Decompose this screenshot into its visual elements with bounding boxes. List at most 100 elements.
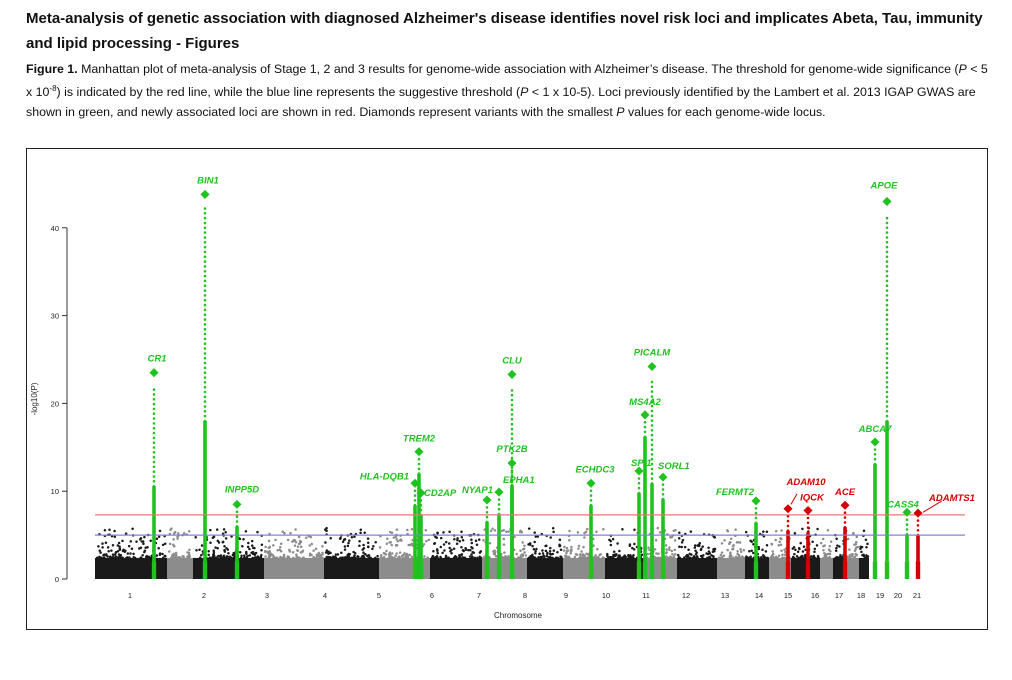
snp-point xyxy=(674,553,677,556)
snp-point xyxy=(390,556,394,560)
snp-point xyxy=(752,551,755,555)
locus-point xyxy=(203,226,207,230)
snp-point xyxy=(217,541,221,544)
locus-point xyxy=(203,390,207,394)
snp-point xyxy=(145,554,149,558)
snp-point xyxy=(155,537,159,540)
locus-point xyxy=(203,274,207,278)
snp-point xyxy=(444,540,448,544)
snp-point xyxy=(781,556,785,560)
snp-point xyxy=(111,543,115,547)
locus-point xyxy=(637,491,641,495)
snp-point xyxy=(781,553,784,556)
locus-point xyxy=(806,526,810,529)
locus-point xyxy=(843,516,847,519)
snp-point xyxy=(726,548,729,552)
locus-column xyxy=(754,522,758,562)
locus-point xyxy=(589,494,593,497)
caption-part-5: values for each genome-wide locus. xyxy=(624,104,826,119)
snp-point xyxy=(647,546,650,549)
snp-point xyxy=(558,538,562,541)
snp-point xyxy=(816,527,819,531)
locus-column-base xyxy=(805,561,811,579)
locus-point xyxy=(203,308,207,312)
snp-point xyxy=(436,551,439,555)
locus-point xyxy=(661,488,665,491)
snp-point xyxy=(243,556,246,559)
locus-point xyxy=(203,260,207,263)
locus-point xyxy=(843,525,847,529)
snp-point xyxy=(172,556,176,559)
locus-point xyxy=(510,485,514,489)
snp-point xyxy=(462,556,466,559)
snp-point xyxy=(272,544,275,547)
snp-point xyxy=(558,544,561,548)
snp-point xyxy=(762,530,765,533)
snp-point xyxy=(565,551,568,555)
snp-point xyxy=(537,556,540,559)
snp-point xyxy=(105,553,108,556)
snp-point xyxy=(450,551,453,555)
snp-point xyxy=(238,550,242,554)
snp-point xyxy=(442,543,446,546)
snp-point xyxy=(101,542,104,545)
snp-point xyxy=(432,550,435,553)
snp-point xyxy=(299,551,303,554)
locus-point xyxy=(203,284,207,287)
locus-point xyxy=(650,424,654,427)
locus-point xyxy=(413,489,417,493)
snp-point xyxy=(456,537,459,540)
snp-point xyxy=(186,551,189,554)
snp-point xyxy=(383,552,387,555)
locus-point xyxy=(873,462,877,466)
snp-point xyxy=(390,531,394,534)
snp-point xyxy=(616,556,620,560)
snp-point xyxy=(126,552,130,555)
snp-point xyxy=(701,545,704,548)
locus-point xyxy=(650,482,654,485)
snp-point xyxy=(230,556,233,560)
snp-point xyxy=(826,528,830,532)
snp-point xyxy=(350,535,354,539)
locus-point xyxy=(885,313,889,316)
snp-point xyxy=(329,551,332,555)
snp-point xyxy=(552,549,556,552)
snp-point xyxy=(621,528,624,531)
snp-point xyxy=(171,553,174,557)
lead-variant-label: SORL1 xyxy=(658,461,690,472)
snp-point xyxy=(227,551,230,555)
snp-point xyxy=(272,556,275,559)
snp-point xyxy=(433,542,436,546)
snp-point xyxy=(286,538,290,542)
snp-point xyxy=(404,554,408,558)
snp-point xyxy=(264,555,267,558)
snp-point xyxy=(680,545,683,549)
snp-point xyxy=(209,541,212,544)
snp-point xyxy=(493,552,496,556)
snp-point xyxy=(291,551,295,554)
snp-point xyxy=(447,556,451,560)
snp-point xyxy=(143,535,146,539)
locus-point xyxy=(806,521,810,525)
snp-point xyxy=(256,530,259,534)
locus-point xyxy=(152,388,156,391)
snp-point xyxy=(223,545,226,548)
snp-point xyxy=(853,549,857,552)
snp-point xyxy=(106,546,110,549)
lead-variant-diamond xyxy=(507,458,517,468)
locus-point xyxy=(885,318,889,321)
locus-point xyxy=(650,380,654,384)
snp-point xyxy=(826,552,830,556)
snp-point xyxy=(533,531,536,534)
snp-point xyxy=(363,531,366,534)
snp-point xyxy=(182,531,186,535)
snp-point xyxy=(410,527,414,531)
locus-column-base xyxy=(588,561,594,579)
locus-point xyxy=(203,250,207,254)
snp-point xyxy=(458,540,462,543)
snp-point xyxy=(436,531,439,535)
snp-point xyxy=(103,556,106,559)
snp-point xyxy=(398,551,402,554)
snp-point xyxy=(865,545,868,549)
x-tick-label: 12 xyxy=(682,591,690,600)
